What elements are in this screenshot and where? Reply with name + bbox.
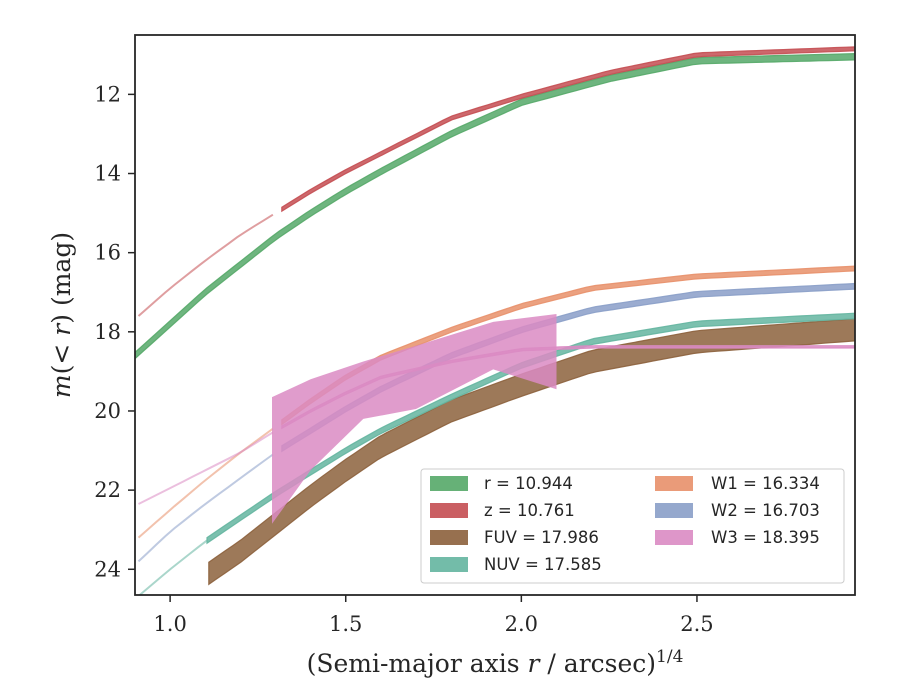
plot-frame [134, 34, 856, 596]
legend-label-w3: W3 = 18.395 [711, 528, 820, 547]
series-w2-extrapolation [137, 453, 274, 563]
y-tick-label: 20 [94, 399, 121, 423]
series-z-extrapolation [137, 213, 274, 317]
legend: r = 10.944 z = 10.761 FUV = 17.986 NUV =… [420, 468, 845, 584]
y-tick-label: 14 [94, 162, 121, 186]
series-z-band [281, 46, 855, 213]
legend-box [420, 468, 845, 584]
legend-swatch-w3 [655, 530, 693, 545]
x-axis-ticks: 1.0 1.5 2.0 2.5 [153, 595, 714, 636]
legend-label-w1: W1 = 16.334 [711, 474, 820, 493]
series-curves [135, 46, 855, 595]
legend-swatch-w2 [655, 503, 693, 518]
x-tick-label: 2.0 [505, 612, 538, 636]
series-nuv-band [206, 312, 855, 545]
y-tick-label: 16 [94, 241, 121, 265]
legend-label-r: r = 10.944 [484, 474, 573, 493]
series-w1-band [281, 265, 855, 426]
y-tick-label: 18 [94, 320, 121, 344]
x-axis-label: (Semi-major axis r / arcsec)1/4 [307, 647, 684, 678]
legend-label-w2: W2 = 16.703 [711, 501, 820, 520]
series-w3-shaded-region [272, 314, 557, 524]
series-w3-extrapolation [138, 431, 274, 505]
y-axis-ticks: 12 14 16 18 20 22 24 [94, 82, 135, 581]
x-tick-label: 1.5 [329, 612, 362, 636]
legend-swatch-nuv [430, 557, 468, 572]
y-tick-label: 24 [94, 557, 121, 581]
legend-swatch-w1 [655, 476, 693, 491]
y-tick-label: 22 [94, 478, 121, 502]
legend-swatch-r [430, 476, 468, 491]
y-axis-label: m(< r) (mag) [47, 232, 76, 398]
legend-swatch-z [430, 503, 468, 518]
x-tick-label: 1.0 [153, 612, 186, 636]
y-tick-label: 12 [94, 82, 121, 106]
series-nuv-extrapolation [138, 539, 208, 595]
x-tick-label: 2.5 [680, 612, 713, 636]
legend-label-z: z = 10.761 [484, 501, 575, 520]
series-r-band [135, 52, 855, 360]
legend-label-nuv: NUV = 17.585 [484, 555, 602, 574]
legend-label-fuv: FUV = 17.986 [484, 528, 599, 547]
legend-swatch-fuv [430, 530, 468, 545]
